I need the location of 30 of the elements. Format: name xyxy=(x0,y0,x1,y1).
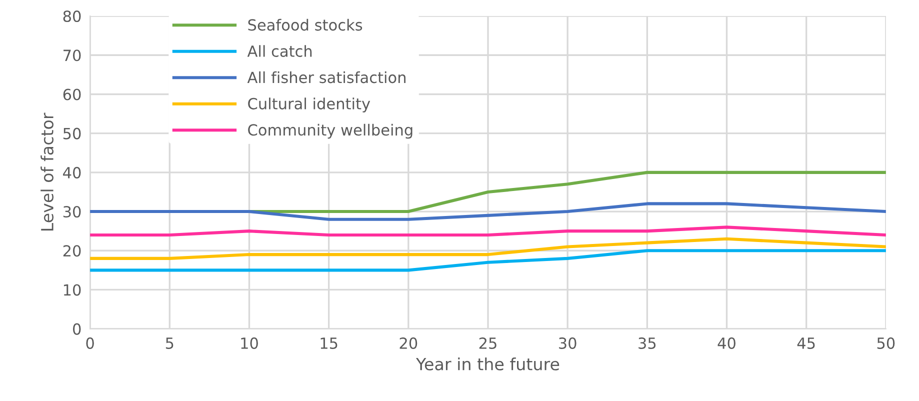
line-series xyxy=(90,202,886,221)
legend-label: Seafood stocks xyxy=(248,18,362,31)
x-tick-label: 5 xyxy=(166,338,174,349)
y-axis-title: Level of factor xyxy=(40,112,54,231)
line-series xyxy=(90,249,886,272)
x-tick-label: 10 xyxy=(241,337,258,349)
x-axis-title: Year in the future xyxy=(416,357,560,370)
x-tick-label: 20 xyxy=(400,337,418,349)
legend-label: Cultural identity xyxy=(248,98,370,112)
y-tick-label: 60 xyxy=(63,88,81,100)
y-tick-label: 0 xyxy=(73,323,81,335)
legend-label: All fisher satisfaction xyxy=(247,71,406,84)
y-tick-label: 50 xyxy=(63,128,81,140)
y-tick-label: 10 xyxy=(64,284,81,296)
x-tick-label: 40 xyxy=(718,337,736,349)
x-tick-label: 35 xyxy=(638,337,656,349)
y-tick-label: 70 xyxy=(64,50,81,62)
x-tick-label: 30 xyxy=(559,337,576,349)
y-tick-label: 80 xyxy=(63,10,81,22)
x-tick-label: 0 xyxy=(86,337,94,349)
x-tick-label: 25 xyxy=(479,337,496,349)
y-tick-label: 40 xyxy=(63,166,81,178)
legend-label: Community wellbeing xyxy=(248,124,412,139)
legend-label: All catch xyxy=(247,45,312,57)
y-tick-label: 20 xyxy=(63,245,81,257)
y-tick-label: 30 xyxy=(63,206,81,218)
x-tick-label: 45 xyxy=(797,338,815,349)
x-tick-label: 50 xyxy=(877,337,895,349)
line-series xyxy=(90,237,886,260)
x-tick-label: 15 xyxy=(320,338,338,349)
